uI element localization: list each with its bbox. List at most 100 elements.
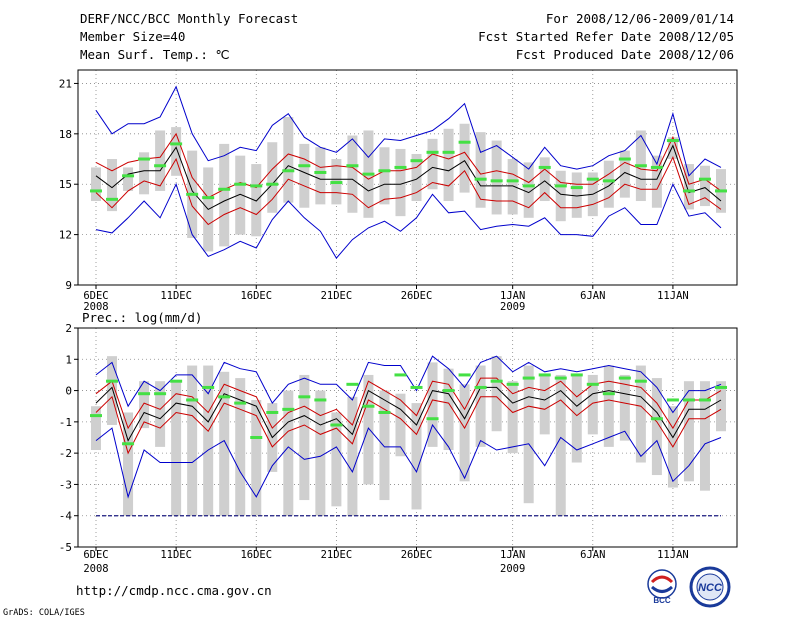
p2-observation-marker: [154, 392, 167, 396]
p1-observation-marker: [250, 184, 263, 188]
p1-year-label: 2008: [83, 301, 108, 313]
p1-ensemble-box: [347, 135, 358, 213]
p2-observation-marker: [666, 398, 679, 402]
p2-ensemble-box: [379, 390, 390, 501]
p2-ytick-label: -3: [59, 478, 72, 491]
p2-observation-marker: [170, 379, 183, 383]
p2-xtick-label: 21DEC: [321, 549, 353, 561]
p1-xtick-label: 6JAN: [580, 290, 605, 302]
p2-ensemble-box: [603, 365, 614, 447]
p1-observation-marker: [90, 189, 102, 193]
p1-ytick-label: 18: [59, 128, 72, 141]
p2-year-label: 2009: [500, 563, 525, 575]
p2-observation-marker: [106, 379, 119, 383]
p2-ensemble-box: [123, 412, 134, 516]
p1-observation-marker: [170, 142, 183, 146]
p1-ensemble-box: [139, 152, 150, 195]
p1-observation-marker: [410, 159, 423, 163]
p2-ensemble-box: [187, 365, 198, 516]
p1-ensemble-box: [171, 127, 182, 176]
p1-observation-marker: [715, 189, 727, 193]
p2-observation-marker: [602, 392, 615, 396]
p1-ensemble-box: [427, 138, 438, 190]
p1-observation-marker: [298, 164, 311, 168]
p1-ensemble-box: [155, 130, 166, 191]
p1-ensemble-box: [299, 143, 310, 208]
p1-ytick-label: 21: [59, 77, 72, 90]
p1-ytick-label: 12: [59, 229, 72, 242]
p2-observation-marker: [586, 382, 599, 386]
p2-ensemble-box: [299, 374, 310, 501]
p2-ensemble-box: [635, 365, 646, 463]
p2-ensemble-box: [587, 374, 598, 435]
bcc-logo-icon: BCC: [647, 569, 677, 605]
source-url[interactable]: http://cmdp.ncc.cma.gov.cn: [76, 583, 272, 598]
p1-lower-spread-line: [95, 156, 722, 226]
p2-ytick-label: 1: [65, 353, 72, 366]
p2-observation-marker: [442, 389, 455, 393]
p1-observation-marker: [618, 157, 631, 161]
p1-ensemble-box: [123, 167, 134, 191]
p2-observation-marker: [250, 436, 263, 439]
p1-observation-marker: [586, 177, 599, 181]
p2-observation-marker: [378, 410, 391, 414]
p1-ensemble-box: [235, 155, 246, 235]
p1-ensemble-box: [379, 147, 390, 205]
p1-ensemble-box: [315, 147, 326, 205]
p2-ensemble-box: [139, 381, 150, 429]
p2-upper-spread-line: [95, 377, 722, 430]
p2-observation-marker: [490, 379, 503, 383]
p1-xtick-label: 11JAN: [657, 290, 689, 302]
p1-ensemble-box: [91, 167, 101, 202]
p2-xtick-label: 6JAN: [580, 549, 605, 561]
forecast-produced-date: Fcst Produced Date 2008/12/06: [515, 47, 734, 62]
p1-observation-marker: [634, 164, 647, 168]
p1-ensemble-box: [555, 170, 566, 222]
p1-observation-marker: [138, 157, 151, 161]
variable-label: Mean Surf. Temp.: ℃: [80, 47, 230, 62]
p2-observation-marker: [138, 392, 151, 396]
p2-ensemble-box: [219, 371, 230, 516]
bcc-logo-text: BCC: [653, 596, 671, 605]
p2-xtick-label: 26DEC: [401, 549, 433, 561]
forecast-period: For 2008/12/06-2009/01/14: [545, 11, 734, 26]
p2-observation-marker: [698, 398, 711, 402]
p2-ensemble-box: [155, 381, 166, 447]
p1-observation-marker: [346, 164, 359, 168]
p1-year-label: 2009: [500, 301, 525, 313]
p2-observation-marker: [394, 373, 407, 377]
p2-observation-marker: [330, 423, 343, 427]
p1-ensemble-box: [283, 117, 294, 203]
p2-plot-frame: [77, 327, 738, 548]
p2-observation-marker: [715, 385, 727, 389]
p2-observation-marker: [522, 376, 535, 380]
p2-ensemble-box: [251, 399, 262, 516]
p2-max-line: [95, 355, 722, 414]
p1-observation-marker: [186, 192, 199, 196]
p1-ensemble-box: [251, 164, 262, 237]
p2-observation-marker: [186, 398, 199, 402]
p1-observation-marker: [698, 177, 711, 181]
p1-ensemble-mean-line: [95, 144, 722, 211]
p2-observation-marker: [362, 404, 375, 408]
p1-observation-marker: [154, 164, 167, 168]
p1-ytick-label: 9: [65, 279, 72, 292]
p2-ensemble-box: [331, 412, 342, 507]
p1-xtick-label: 26DEC: [401, 290, 433, 302]
p1-observation-marker: [202, 196, 215, 200]
p2-ytick-label: -5: [59, 541, 72, 554]
p2-ytick-label: 2: [65, 322, 72, 335]
p1-observation-marker: [378, 169, 391, 173]
p2-ensemble-mean-line: [95, 386, 722, 442]
p1-ensemble-box: [491, 140, 502, 215]
p1-observation-marker: [122, 174, 135, 178]
p2-ensemble-box: [171, 381, 182, 516]
p2-ensemble-box: [699, 381, 710, 491]
p2-observation-marker: [426, 417, 439, 421]
p2-ensemble-box: [571, 374, 582, 463]
ncc-logo: NCC: [686, 566, 734, 608]
p2-min-line: [95, 423, 722, 499]
p2-observation-marker: [90, 414, 102, 418]
p1-upper-spread-line: [95, 132, 722, 199]
p2-observation-marker: [474, 385, 487, 389]
